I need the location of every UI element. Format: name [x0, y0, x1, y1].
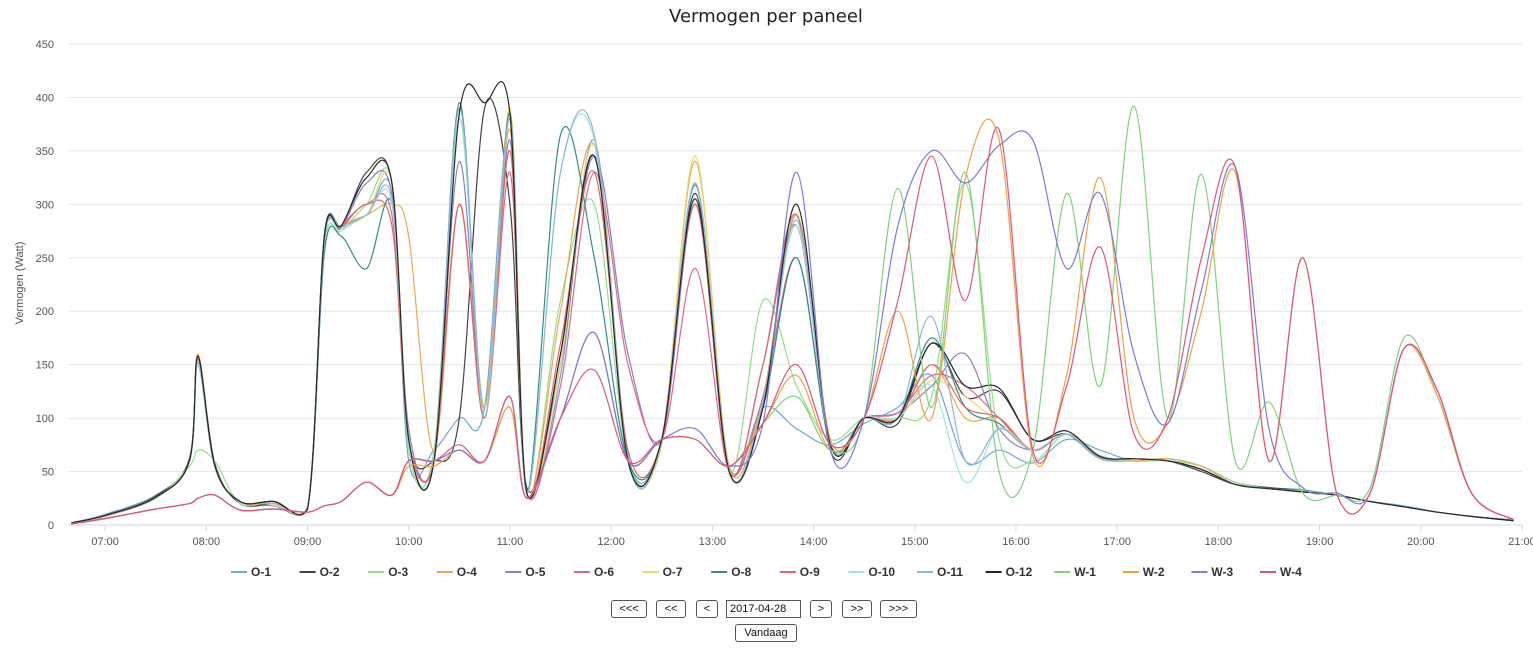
y-tick-label: 350: [36, 146, 54, 158]
series-line-w-4: [71, 126, 1514, 525]
y-tick-label: 50: [42, 467, 54, 479]
legend-label: O-2: [320, 565, 340, 579]
series-line-o-5: [71, 139, 1514, 524]
legend-label: O-4: [457, 565, 477, 579]
legend-item-o-8[interactable]: O-8: [711, 565, 752, 579]
legend-item-o-7[interactable]: O-7: [642, 565, 683, 579]
y-axis-label: Vermogen (Watt): [14, 242, 26, 325]
forward-2-button[interactable]: >>: [842, 600, 872, 618]
legend[interactable]: O-1 O-2 O-3 O-4 O-5 O-6 O-7 O-8 O-9 O-10 O-11 O-12 W…: [231, 565, 1302, 579]
series-line-o-8: [71, 102, 1514, 524]
legend-item-o-1[interactable]: O-1: [231, 565, 271, 579]
x-tick-label: 21:00: [1508, 536, 1533, 548]
series-line-o-4: [71, 128, 1514, 524]
legend-label: O-3: [388, 565, 408, 579]
series-line-o-3: [71, 112, 1514, 524]
legend-item-w-4[interactable]: W-4: [1260, 565, 1302, 579]
legend-label: O-11: [937, 565, 963, 579]
x-tick-label: 09:00: [294, 536, 322, 548]
series-line-o-7: [71, 107, 1514, 524]
legend-item-o-12[interactable]: O-12: [985, 565, 1033, 579]
legend-label: O-5: [525, 565, 545, 579]
series-line-o-12: [71, 81, 1514, 524]
legend-label: O-9: [800, 565, 820, 579]
y-tick-label: 150: [36, 360, 54, 372]
legend-label: O-7: [663, 565, 683, 579]
legend-label: W-3: [1211, 565, 1233, 579]
x-tick-label: 14:00: [800, 536, 828, 548]
date-input[interactable]: [726, 600, 801, 618]
chart: Vermogen per paneel Vermogen (Watt) 0 50 1…: [14, 6, 1533, 579]
y-tick-label: 0: [48, 520, 54, 532]
x-tick-label: 20:00: [1407, 536, 1435, 548]
x-tick-label: 11:00: [497, 536, 524, 548]
chart-title: Vermogen per paneel: [669, 6, 863, 27]
legend-item-o-3[interactable]: O-3: [368, 565, 409, 579]
series-lines: [71, 81, 1514, 525]
x-tick-label: 07:00: [91, 536, 119, 548]
x-tick-label: 17:00: [1103, 536, 1131, 548]
x-tick-label: 19:00: [1306, 536, 1334, 548]
legend-item-w-1[interactable]: W-1: [1054, 565, 1096, 579]
series-line-o-11: [71, 107, 1514, 524]
y-tick-label: 450: [36, 39, 54, 51]
legend-item-o-6[interactable]: O-6: [574, 565, 614, 579]
legend-label: W-2: [1143, 565, 1165, 579]
x-tick-label: 10:00: [395, 536, 423, 548]
y-tick-label: 400: [36, 92, 54, 104]
legend-item-w-2[interactable]: W-2: [1122, 565, 1165, 579]
date-navigation: <<< << < > >> >>>: [0, 600, 1533, 620]
legend-item-o-9[interactable]: O-9: [779, 565, 820, 579]
legend-label: O-1: [251, 565, 271, 579]
legend-label: O-6: [594, 565, 614, 579]
legend-item-o-5[interactable]: O-5: [505, 565, 546, 579]
y-tick-label: 250: [36, 253, 54, 265]
x-ticks: 07:00 08:00 09:00 10:00 11:00 12:00 13:00 14:00…: [91, 525, 1533, 548]
legend-item-o-10[interactable]: O-10: [848, 565, 895, 579]
forward-3-button[interactable]: >>>: [880, 600, 917, 618]
back-3-button[interactable]: <<<: [611, 600, 647, 618]
x-tick-label: 15:00: [901, 536, 929, 548]
x-tick-label: 08:00: [193, 536, 221, 548]
forward-1-button[interactable]: >: [810, 600, 832, 618]
series-line-w-3: [71, 130, 1514, 525]
back-2-button[interactable]: <<: [656, 600, 686, 618]
back-1-button[interactable]: <: [696, 600, 718, 618]
x-tick-label: 12:00: [597, 536, 625, 548]
grid: [68, 43, 1522, 526]
legend-item-o-4[interactable]: O-4: [436, 565, 477, 579]
legend-label: O-12: [1006, 565, 1033, 579]
legend-item-o-2[interactable]: O-2: [299, 565, 340, 579]
legend-item-w-3[interactable]: W-3: [1191, 565, 1233, 579]
x-tick-label: 16:00: [1002, 536, 1030, 548]
legend-label: O-8: [731, 565, 751, 579]
y-ticks: 0 50 100 150 200 250 300 350 400 450: [36, 39, 54, 532]
y-tick-label: 200: [36, 306, 54, 318]
y-tick-label: 300: [36, 199, 54, 211]
legend-item-o-11[interactable]: O-11: [917, 565, 963, 579]
x-tick-label: 18:00: [1205, 536, 1233, 548]
series-line-o-10: [71, 113, 1514, 524]
today-button[interactable]: Vandaag: [735, 624, 797, 642]
x-tick-label: 13:00: [699, 536, 727, 548]
legend-label: W-4: [1280, 565, 1302, 579]
series-line-o-9: [71, 150, 1514, 524]
y-tick-label: 100: [36, 413, 54, 425]
legend-label: O-10: [868, 565, 895, 579]
series-line-w-1: [71, 105, 1514, 525]
legend-label: W-1: [1074, 565, 1096, 579]
